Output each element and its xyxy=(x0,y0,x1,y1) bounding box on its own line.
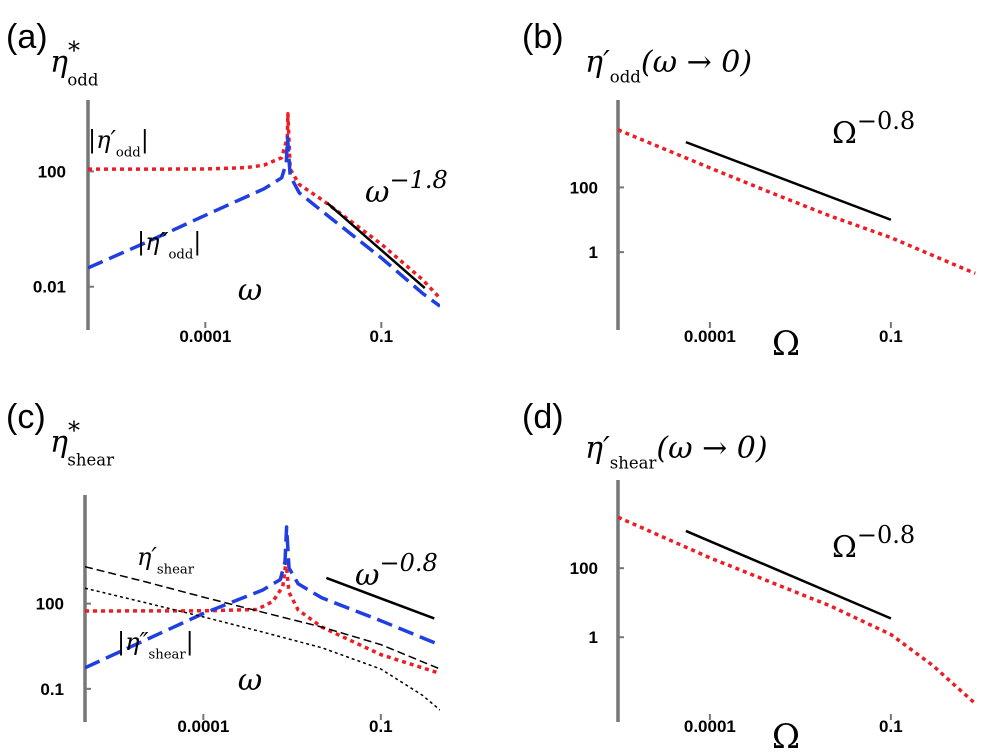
panel-letter: (d) xyxy=(522,398,564,436)
series-line-2 xyxy=(88,135,440,308)
power-law-guide-line xyxy=(326,202,426,289)
series-label-2: |η″shear| xyxy=(117,628,194,662)
x-tick-label: 0.0001 xyxy=(177,717,229,736)
y-axis-label: η* odd xyxy=(50,37,99,90)
power-law-guide-line xyxy=(685,529,892,620)
y-tick-label: 100 xyxy=(570,559,598,578)
series-line-1 xyxy=(85,559,440,676)
series-label-1: η′shear xyxy=(137,543,195,577)
power-law-label: ω−0.8 xyxy=(355,549,438,593)
chart-panel-d: (d) 1 100 0.0001 0.1 η′shear(ω → 0) Ω Ω−0.8 xyxy=(522,398,977,754)
x-tick-label: 0.1 xyxy=(879,717,903,736)
y-tick-label: 1 xyxy=(589,243,598,262)
x-tick-label: 0.1 xyxy=(879,327,903,346)
series-label-2: |η″odd| xyxy=(137,228,201,262)
power-law-label: Ω−0.8 xyxy=(832,521,915,565)
y-tick-label: 0.1 xyxy=(40,680,64,699)
series-line-2 xyxy=(85,525,440,670)
y-tick-label: 1 xyxy=(589,628,598,647)
x-axis-label: ω xyxy=(238,273,262,308)
power-law-label: ω−1.8 xyxy=(365,166,448,210)
x-tick-label: 0.0001 xyxy=(179,327,231,346)
x-tick-label: 0.0001 xyxy=(684,717,736,736)
power-law-label: Ω−0.8 xyxy=(832,107,915,151)
chart-panel-c: (c) 0.1 100 0.0001 0.1 η* shear ω ω−0.8 η′shear |η… xyxy=(6,398,440,736)
x-tick-label: 0.0001 xyxy=(684,327,736,346)
series-line-1 xyxy=(88,112,440,300)
x-axis-label: Ω xyxy=(772,717,800,754)
series-label-1: |η′odd| xyxy=(88,126,149,160)
y-tick-label: 0.01 xyxy=(33,278,66,297)
x-tick-label: 0.1 xyxy=(370,327,394,346)
y-tick-label: 100 xyxy=(36,595,64,614)
chart-panel-b: (b) 1 100 0.0001 0.1 η′odd(ω → 0) Ω Ω−0.8 xyxy=(522,18,976,364)
chart-panel-a: (a) 0.01 100 0.0001 0.1 η* odd ω ω−1.8 |η′odd| |η″… xyxy=(6,18,448,346)
series-line-1 xyxy=(618,515,977,705)
x-axis-label: ω xyxy=(238,663,262,698)
x-axis-label: Ω xyxy=(772,324,800,364)
power-law-guide-line xyxy=(325,576,435,620)
plot-area xyxy=(618,128,976,276)
series-line-1 xyxy=(618,128,976,276)
power-law-guide-line xyxy=(685,140,892,221)
panel-letter: (c) xyxy=(6,398,46,436)
y-axis-label: η′odd(ω → 0) xyxy=(585,45,752,87)
y-axis-label: η* shear xyxy=(50,417,114,470)
y-axis-label: η′shear(ω → 0) xyxy=(585,431,768,473)
plot-area xyxy=(618,515,977,705)
x-tick-label: 0.1 xyxy=(369,717,393,736)
panel-letter: (a) xyxy=(6,18,48,56)
plot-area xyxy=(88,112,440,308)
panel-letter: (b) xyxy=(522,18,564,56)
plot-area xyxy=(85,525,440,711)
y-tick-label: 100 xyxy=(38,162,66,181)
y-tick-label: 100 xyxy=(570,178,598,197)
series-line-3 xyxy=(85,565,440,670)
